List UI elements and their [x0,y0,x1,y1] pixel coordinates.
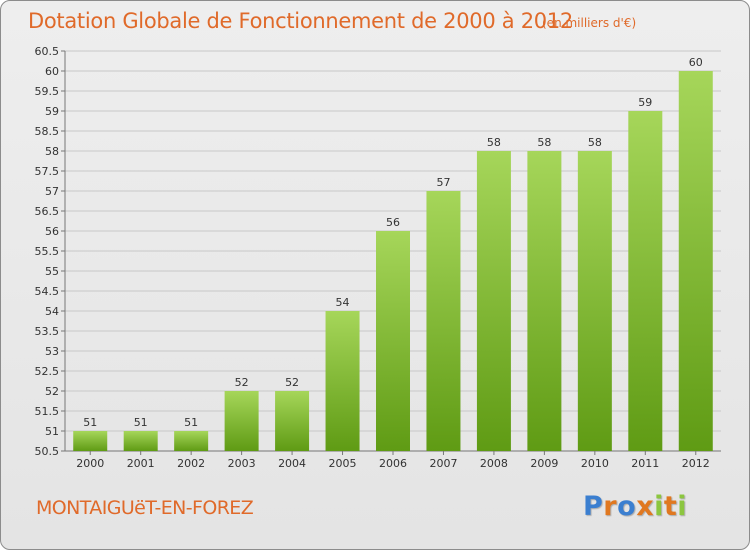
y-tick-label: 52.5 [35,365,60,378]
data-label: 51 [134,416,148,429]
y-tick-label: 59.5 [35,85,60,98]
bar-2004 [275,391,310,451]
y-tick-label: 55 [45,265,59,278]
bar-2005 [325,311,360,451]
logo-letter: t [663,491,678,522]
bar-2009 [527,151,562,451]
y-tick-label: 58 [45,145,59,158]
x-tick-label: 2009 [530,457,558,470]
data-label: 51 [83,416,97,429]
y-tick-label: 51.5 [35,405,60,418]
x-tick-label: 2002 [177,457,205,470]
logo-letter: o [617,491,637,522]
x-tick-label: 2004 [278,457,306,470]
bar-2006 [376,231,410,451]
x-tick-label: 2008 [480,457,508,470]
y-tick-label: 54.5 [35,285,60,298]
y-tick-label: 57 [45,185,59,198]
x-tick-label: 2003 [228,457,256,470]
y-tick-label: 53.5 [35,325,60,338]
y-tick-label: 58.5 [35,125,60,138]
logo-letter: r [603,491,618,522]
data-label: 51 [184,416,198,429]
x-tick-label: 2011 [631,457,659,470]
x-tick-label: 2001 [127,457,155,470]
y-tick-label: 56.5 [35,205,60,218]
data-label: 56 [386,216,400,229]
bar-2011 [628,111,663,451]
y-tick-label: 50.5 [35,445,60,458]
data-label: 52 [235,376,249,389]
y-tick-label: 53 [45,345,59,358]
y-tick-label: 59 [45,105,59,118]
chart-title: Dotation Globale de Fonctionnement de 20… [28,9,573,33]
chart-subtitle: (en milliers d'€) [542,16,637,30]
bars [73,71,713,451]
bar-2010 [577,151,612,451]
x-tick-label: 2006 [379,457,407,470]
x-tick-label: 2007 [429,457,457,470]
bar-2001 [123,431,158,451]
logo-letter: P [583,491,604,522]
bar-2002 [174,431,209,451]
place-name: MONTAIGUëT-EN-FOREZ [36,497,254,519]
data-label: 58 [487,136,501,149]
bar-2003 [224,391,259,451]
y-tick-label: 55.5 [35,245,60,258]
bar-2012 [678,71,713,451]
bar-2007 [426,191,461,451]
y-tick-label: 54 [45,305,59,318]
bar-2000 [73,431,108,451]
proxiti-logo[interactable]: Proxiti [583,491,687,522]
x-tick-label: 2012 [682,457,710,470]
y-tick-label: 57.5 [35,165,60,178]
y-tick-label: 51 [45,425,59,438]
logo-letter: x [636,491,655,522]
data-label: 58 [588,136,602,149]
x-tick-label: 2000 [76,457,104,470]
y-tick-label: 60 [45,65,59,78]
data-label: 54 [336,296,350,309]
data-label: 60 [689,56,703,69]
bar-2008 [476,151,511,451]
y-tick-label: 52 [45,385,59,398]
y-tick-label: 60.5 [35,45,60,58]
logo-letter: i [677,491,688,522]
data-label: 58 [537,136,551,149]
data-label: 52 [285,376,299,389]
labels: 50.5 51 51.5 52 52.5 53 53.5 54 54.5 55 55.5 56 56.5… [35,45,710,470]
data-label: 57 [436,176,450,189]
data-label: 59 [638,96,652,109]
x-tick-label: 2010 [581,457,609,470]
logo-letter: i [654,491,664,522]
x-tick-label: 2005 [329,457,357,470]
y-tick-label: 56 [45,225,59,238]
